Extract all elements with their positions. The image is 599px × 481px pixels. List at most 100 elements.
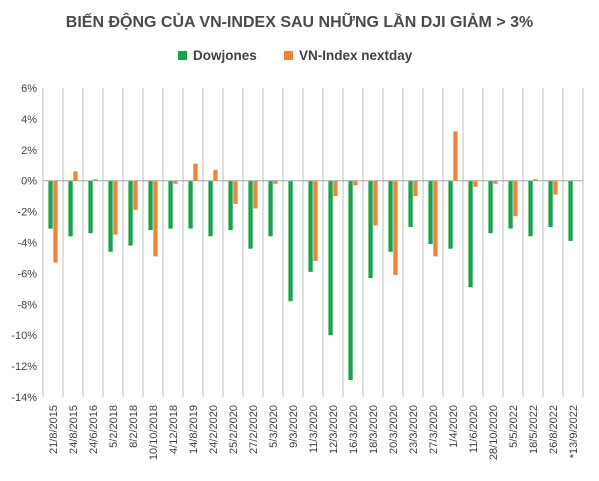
bar-dowjones — [268, 180, 273, 237]
bar-vnindex — [53, 180, 58, 263]
legend-label-dowjones: Dowjones — [193, 48, 257, 63]
bar-dowjones — [408, 180, 413, 228]
x-tick-label: 16/3/2020 — [348, 405, 360, 454]
x-tick-label: 10/10/2018 — [148, 405, 160, 460]
x-tick-label: 1/4/2020 — [448, 405, 460, 448]
bar-dowjones — [308, 180, 313, 272]
y-tick-label: -8% — [17, 299, 37, 311]
x-tick-label: 5/3/2020 — [268, 405, 280, 448]
bar-dowjones — [508, 180, 513, 229]
x-tick-label: 25/2/2020 — [228, 405, 240, 454]
x-tick-label: 4/12/2018 — [168, 405, 180, 454]
bar-vnindex — [413, 180, 418, 197]
y-tick-label: 6% — [21, 83, 37, 95]
legend-swatch-vnindex — [284, 51, 293, 60]
bars — [43, 131, 583, 381]
legend-label-vnindex: VN-Index nextday — [299, 48, 413, 63]
bar-vnindex — [353, 180, 358, 186]
bar-dowjones — [328, 180, 333, 336]
bar-dowjones — [488, 180, 493, 234]
y-tick-label: -10% — [11, 330, 37, 342]
x-axis: 21/8/2015 24/8/2015 24/6/2016 5/2/2018 8/2/2… — [48, 405, 580, 460]
x-tick-label: 11/3/2020 — [308, 405, 320, 453]
x-tick-label: 18/3/2020 — [368, 405, 380, 454]
bar-vnindex — [273, 180, 278, 184]
x-tick-label: 24/8/2015 — [68, 405, 80, 454]
x-tick-label: 24/6/2016 — [88, 405, 100, 454]
x-tick-label: 5/5/2022 — [508, 405, 520, 448]
bar-dowjones — [348, 180, 353, 381]
x-tick-label: 8/2/2018 — [128, 405, 140, 448]
bar-dowjones — [528, 180, 533, 237]
y-tick-label: 0% — [21, 176, 37, 188]
bar-dowjones — [448, 180, 453, 249]
bar-dowjones — [108, 180, 113, 252]
bar-dowjones — [68, 180, 73, 237]
bar-vnindex — [513, 180, 518, 217]
x-tick-label: 28/10/2020 — [488, 405, 500, 460]
x-tick-label: 23/3/2020 — [408, 405, 420, 454]
bar-dowjones — [428, 180, 433, 245]
bar-vnindex — [93, 179, 98, 181]
bar-dowjones — [48, 180, 53, 229]
bar-dowjones — [168, 180, 173, 229]
bar-dowjones — [208, 180, 213, 237]
legend: Dowjones VN-Index nextday — [178, 48, 413, 63]
bar-dowjones — [148, 180, 153, 231]
legend-swatch-dowjones — [178, 51, 187, 60]
x-tick-label: 12/3/2020 — [328, 405, 340, 454]
y-tick-label: -6% — [17, 268, 37, 280]
chart-title: BIẾN ĐỘNG CỦA VN-INDEX SAU NHỮNG LẦN DJI… — [66, 11, 533, 31]
bar-dowjones — [228, 180, 233, 231]
y-tick-label: -14% — [11, 392, 37, 404]
x-tick-label: 21/8/2015 — [48, 405, 60, 454]
bar-vnindex — [373, 180, 378, 226]
x-tick-label: 27/3/2020 — [428, 405, 440, 454]
x-tick-label: 18/5/2022 — [528, 405, 540, 454]
y-tick-label: 4% — [21, 114, 37, 126]
bar-vnindex — [473, 180, 478, 187]
x-tick-label: 20/3/2020 — [388, 405, 400, 454]
bar-dowjones — [248, 180, 253, 249]
bar-dowjones — [128, 180, 133, 246]
bar-vnindex — [553, 180, 558, 195]
grid — [42, 88, 584, 397]
bar-dowjones — [368, 180, 373, 279]
bar-vnindex — [313, 180, 318, 262]
bar-vnindex — [493, 180, 498, 184]
y-tick-label: -2% — [17, 207, 37, 219]
x-tick-label: 5/2/2018 — [108, 405, 120, 448]
bar-dowjones — [568, 180, 573, 241]
bar-vnindex — [173, 180, 178, 184]
x-tick-label: 14/8/2019 — [188, 405, 200, 454]
bar-vnindex — [533, 179, 538, 181]
bar-dowjones — [88, 180, 93, 234]
y-tick-label: 2% — [21, 145, 37, 157]
x-tick-label: 26/8/2022 — [548, 405, 560, 454]
bar-vnindex — [213, 169, 218, 181]
bar-dowjones — [548, 180, 553, 228]
x-tick-label: 11/6/2020 — [468, 405, 480, 453]
bar-dowjones — [288, 180, 293, 302]
bar-vnindex — [333, 180, 338, 197]
bar-vnindex — [433, 180, 438, 257]
bar-dowjones — [468, 180, 473, 288]
bar-vnindex — [453, 131, 458, 181]
bar-vnindex — [233, 180, 238, 204]
y-tick-label: -12% — [11, 361, 37, 373]
bar-vnindex — [73, 171, 78, 181]
x-tick-label: 9/3/2020 — [288, 405, 300, 448]
bar-vnindex — [253, 180, 258, 209]
x-tick-label: 24/2/2020 — [208, 405, 220, 454]
bar-vnindex — [193, 163, 198, 181]
x-tick-label: *13/9/2022 — [568, 405, 580, 458]
bar-dowjones — [188, 180, 193, 229]
bar-vnindex — [393, 180, 398, 275]
bar-dowjones — [388, 180, 393, 252]
y-tick-label: -4% — [17, 238, 37, 250]
bar-vnindex — [133, 180, 138, 211]
x-tick-label: 27/2/2020 — [248, 405, 260, 454]
y-axis: 6% 4% 2% 0% -2% -4% -6% -8% -10% -12% -14% — [11, 83, 37, 404]
